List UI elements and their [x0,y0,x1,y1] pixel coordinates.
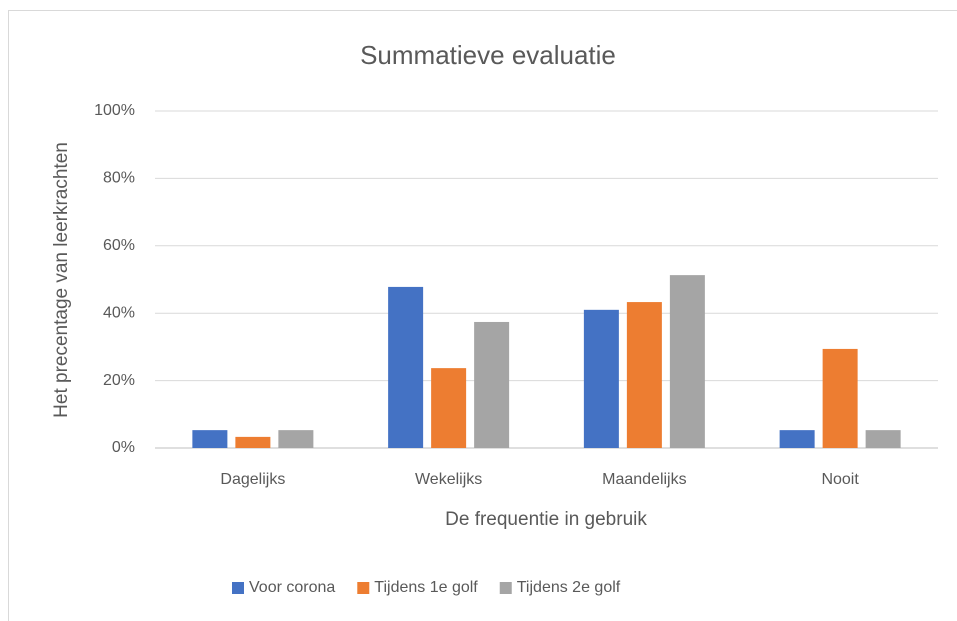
bar [431,368,467,448]
bar [192,430,228,448]
y-tick-label: 20% [103,372,135,389]
bar [822,348,858,448]
chart-title: Summatieve evaluatie [360,40,616,70]
y-tick-label: 100% [94,102,135,119]
x-tick-label: Dagelijks [220,471,285,488]
bar [779,430,815,448]
bar [474,321,510,448]
y-tick-label: 40% [103,304,135,321]
legend-swatch [232,582,244,594]
bar [278,430,314,448]
x-axis-label: De frequentie in gebruik [445,509,647,530]
legend-label: Tijdens 2e golf [517,579,621,596]
legend-label: Tijdens 1e golf [374,579,478,596]
y-tick-label: 0% [112,439,135,456]
x-tick-label: Wekelijks [415,471,482,488]
x-tick-label: Nooit [821,471,859,488]
legend-swatch [357,582,370,594]
legend-label: Voor corona [249,579,335,596]
y-tick-label: 60% [103,237,135,254]
bar [626,302,662,448]
y-tick-label: 80% [103,170,135,187]
bar [583,309,619,448]
legend-swatch [499,582,512,594]
bar [388,286,424,448]
bar [669,275,705,448]
y-axis-label: Het precentage van leerkrachten [51,142,72,418]
chart-frame [8,10,957,621]
bar [865,430,901,448]
x-tick-label: Maandelijks [602,471,686,488]
bar [235,436,271,448]
